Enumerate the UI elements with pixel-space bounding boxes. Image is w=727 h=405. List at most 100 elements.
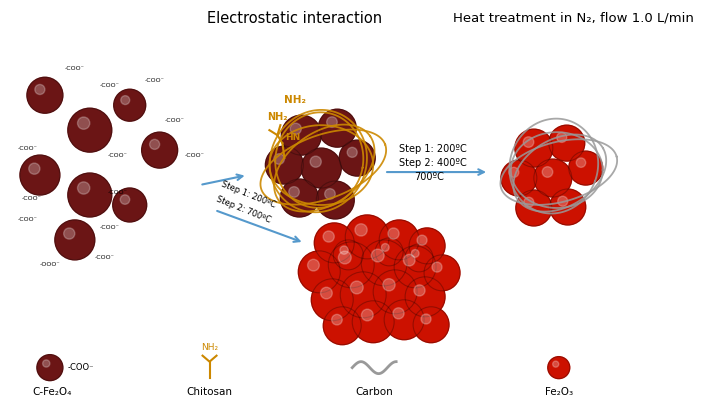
Circle shape	[281, 115, 321, 155]
Circle shape	[78, 117, 90, 129]
Text: NH₂: NH₂	[201, 343, 218, 352]
Text: Step 1: 200ºC: Step 1: 200ºC	[220, 180, 276, 210]
Circle shape	[403, 254, 415, 266]
Circle shape	[37, 355, 63, 381]
Circle shape	[333, 240, 364, 270]
Circle shape	[361, 309, 373, 321]
Circle shape	[55, 220, 95, 260]
Circle shape	[379, 220, 419, 260]
Text: Heat treatment in N₂, flow 1.0 L/min: Heat treatment in N₂, flow 1.0 L/min	[454, 12, 694, 25]
Circle shape	[361, 240, 407, 286]
Circle shape	[274, 154, 284, 164]
Circle shape	[325, 189, 335, 199]
Circle shape	[340, 140, 375, 176]
Circle shape	[120, 195, 129, 204]
Circle shape	[318, 109, 356, 147]
Circle shape	[405, 277, 445, 317]
Text: Electrostatic interaction: Electrostatic interaction	[206, 11, 382, 26]
Text: -COO⁻: -COO⁻	[18, 146, 38, 151]
Circle shape	[289, 187, 300, 197]
Text: -COO⁻: -COO⁻	[108, 153, 128, 158]
Text: -COO⁻: -COO⁻	[145, 78, 164, 83]
Text: Fe₂O₃: Fe₂O₃	[545, 387, 573, 396]
Circle shape	[569, 151, 603, 185]
Circle shape	[375, 238, 403, 266]
Circle shape	[340, 272, 386, 318]
Circle shape	[332, 314, 342, 325]
Circle shape	[509, 167, 519, 177]
Circle shape	[68, 108, 112, 152]
Circle shape	[316, 181, 354, 219]
Text: -COO⁻: -COO⁻	[18, 217, 38, 222]
Circle shape	[302, 148, 341, 188]
Circle shape	[371, 249, 384, 262]
Text: Step 1: 200ºC: Step 1: 200ºC	[399, 144, 467, 154]
Circle shape	[353, 301, 394, 343]
Circle shape	[355, 224, 367, 236]
Text: -COO⁻: -COO⁻	[100, 226, 120, 230]
Circle shape	[421, 314, 431, 324]
Circle shape	[68, 173, 112, 217]
Circle shape	[523, 137, 534, 147]
Circle shape	[515, 129, 553, 167]
Circle shape	[281, 179, 318, 217]
Text: HN: HN	[286, 133, 301, 142]
Circle shape	[413, 307, 449, 343]
Text: -COO⁻: -COO⁻	[22, 196, 42, 200]
Circle shape	[311, 279, 353, 321]
Circle shape	[35, 85, 45, 94]
Circle shape	[411, 249, 419, 257]
Text: -COO⁻: -COO⁻	[95, 256, 115, 260]
Text: NH₂: NH₂	[284, 95, 306, 105]
Text: -COO⁻: -COO⁻	[100, 83, 120, 88]
Circle shape	[417, 235, 427, 245]
Circle shape	[424, 255, 460, 291]
Circle shape	[310, 156, 321, 167]
Circle shape	[27, 77, 63, 113]
Circle shape	[121, 96, 129, 104]
Circle shape	[150, 139, 160, 149]
Circle shape	[373, 270, 417, 314]
Text: Carbon: Carbon	[356, 387, 393, 396]
Circle shape	[549, 125, 585, 161]
Circle shape	[142, 132, 177, 168]
Circle shape	[405, 244, 433, 272]
Circle shape	[64, 228, 75, 239]
Text: -COO⁻: -COO⁻	[108, 190, 128, 194]
Circle shape	[534, 159, 571, 197]
Circle shape	[577, 158, 586, 167]
Circle shape	[321, 287, 332, 299]
Circle shape	[298, 251, 340, 293]
Circle shape	[414, 285, 425, 296]
Circle shape	[314, 223, 354, 263]
Circle shape	[558, 196, 568, 206]
Circle shape	[338, 251, 351, 264]
Circle shape	[340, 246, 348, 254]
Circle shape	[348, 147, 357, 158]
Text: -COO⁻: -COO⁻	[65, 66, 85, 71]
Circle shape	[550, 189, 586, 225]
Circle shape	[393, 308, 404, 319]
Circle shape	[501, 160, 537, 196]
Circle shape	[516, 190, 552, 226]
Circle shape	[553, 361, 559, 367]
Circle shape	[113, 89, 145, 121]
Circle shape	[20, 155, 60, 195]
Circle shape	[548, 357, 570, 379]
Text: Step 2: 400ºC: Step 2: 400ºC	[399, 158, 467, 168]
Circle shape	[324, 307, 361, 345]
Text: Chitosan: Chitosan	[187, 387, 233, 396]
Text: -COO⁻: -COO⁻	[165, 118, 185, 123]
Circle shape	[345, 215, 389, 259]
Circle shape	[394, 246, 436, 288]
Circle shape	[78, 182, 90, 194]
Text: C-Fe₂O₄: C-Fe₂O₄	[32, 387, 71, 396]
Circle shape	[329, 242, 374, 288]
Circle shape	[523, 197, 534, 207]
Text: 700ºC: 700ºC	[414, 172, 444, 182]
Circle shape	[432, 262, 442, 272]
Circle shape	[383, 279, 395, 291]
Circle shape	[113, 188, 147, 222]
Circle shape	[350, 281, 364, 294]
Circle shape	[308, 259, 319, 271]
